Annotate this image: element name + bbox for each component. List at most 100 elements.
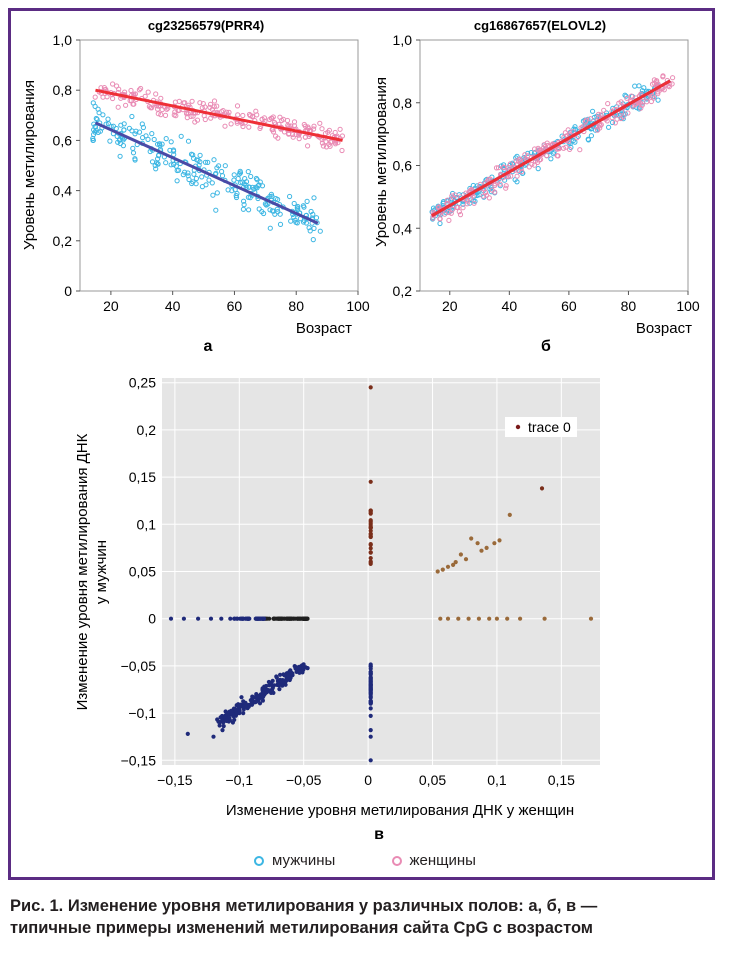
data-point — [240, 206, 246, 212]
data-point — [587, 116, 594, 122]
data-point — [368, 479, 373, 484]
data-point — [280, 678, 285, 683]
data-point — [182, 169, 188, 175]
data-point — [326, 141, 332, 147]
data-point — [368, 524, 373, 530]
data-point — [456, 616, 461, 621]
data-point — [437, 220, 443, 227]
data-point — [211, 157, 217, 163]
data-point — [310, 211, 316, 217]
data-point — [670, 75, 676, 81]
data-point — [639, 102, 645, 108]
data-point — [222, 123, 228, 129]
data-point — [282, 673, 287, 678]
data-point — [536, 157, 543, 163]
data-point — [288, 218, 294, 224]
panel-c-letter: в — [374, 826, 384, 843]
data-point — [303, 220, 309, 226]
legend-women-label: женщины — [409, 852, 476, 869]
data-point — [368, 556, 373, 561]
data-point — [140, 135, 146, 141]
data-point — [149, 131, 155, 137]
data-point — [101, 85, 108, 91]
data-point — [285, 122, 291, 128]
data-point — [291, 119, 298, 125]
data-point — [669, 81, 675, 87]
data-point — [368, 385, 373, 390]
ytick-label: 0,4 — [53, 183, 73, 199]
data-point — [471, 200, 477, 206]
data-point — [556, 146, 562, 152]
data-point — [507, 161, 513, 167]
data-point — [189, 98, 195, 104]
xtick-label: 0,1 — [487, 772, 507, 788]
data-point — [243, 704, 248, 709]
data-point — [306, 225, 312, 231]
data-point — [307, 228, 313, 234]
data-point — [96, 110, 102, 116]
data-point — [181, 616, 186, 621]
data-point — [368, 561, 373, 567]
data-point — [302, 123, 308, 129]
panel-c-chart: −0,15 −0,1 −0,05 0 0,05 0,1 0,15 0,2 0,25 −0,15 −… — [74, 375, 600, 843]
data-point — [225, 711, 230, 716]
data-point — [301, 616, 306, 621]
data-point — [286, 131, 292, 137]
data-point — [263, 687, 268, 692]
data-point — [454, 204, 460, 210]
data-point — [279, 117, 285, 124]
data-point — [129, 113, 135, 120]
data-point — [368, 694, 373, 699]
data-point — [293, 616, 298, 621]
data-point — [211, 104, 217, 110]
data-point — [235, 112, 241, 118]
data-point — [157, 142, 163, 148]
data-point — [507, 512, 512, 518]
data-point — [368, 528, 373, 533]
data-point — [246, 184, 252, 190]
xtick-label: −0,1 — [225, 772, 253, 788]
data-point — [446, 217, 452, 223]
data-point — [269, 690, 274, 696]
data-point — [368, 542, 373, 547]
data-point — [525, 150, 531, 156]
data-point — [228, 616, 233, 621]
data-point — [505, 173, 511, 179]
data-point — [492, 541, 497, 546]
data-point — [618, 99, 624, 105]
data-point — [231, 177, 237, 183]
data-point — [221, 724, 226, 729]
data-point — [202, 116, 208, 123]
xtick-label: 40 — [502, 298, 518, 314]
ytick-label: 0,2 — [137, 422, 157, 438]
data-point — [237, 170, 244, 176]
data-point — [158, 112, 164, 118]
data-point — [582, 119, 589, 125]
data-point — [288, 123, 294, 129]
data-point — [277, 221, 284, 227]
data-point — [337, 126, 343, 132]
data-point — [585, 137, 592, 143]
data-point — [609, 119, 616, 126]
data-point — [605, 101, 611, 107]
data-point — [246, 207, 252, 213]
data-point — [158, 95, 164, 101]
data-point — [197, 100, 203, 106]
data-point — [271, 119, 278, 126]
xtick-label: 40 — [165, 298, 181, 314]
data-point — [118, 122, 124, 128]
data-point — [313, 215, 320, 221]
data-point — [267, 207, 273, 213]
ytick-label: 0,1 — [137, 516, 157, 532]
ytick-label: −0,05 — [121, 658, 157, 674]
data-point — [219, 168, 225, 175]
data-point — [625, 110, 631, 116]
data-point — [233, 707, 239, 712]
data-point — [214, 103, 220, 109]
data-point — [132, 131, 138, 137]
legend-men-label: мужчины — [272, 852, 336, 869]
xtick-label: −0,15 — [157, 772, 193, 788]
figure-legend: мужчины женщины — [0, 852, 730, 870]
ytick-label: −0,15 — [121, 752, 157, 768]
data-point — [93, 115, 99, 122]
